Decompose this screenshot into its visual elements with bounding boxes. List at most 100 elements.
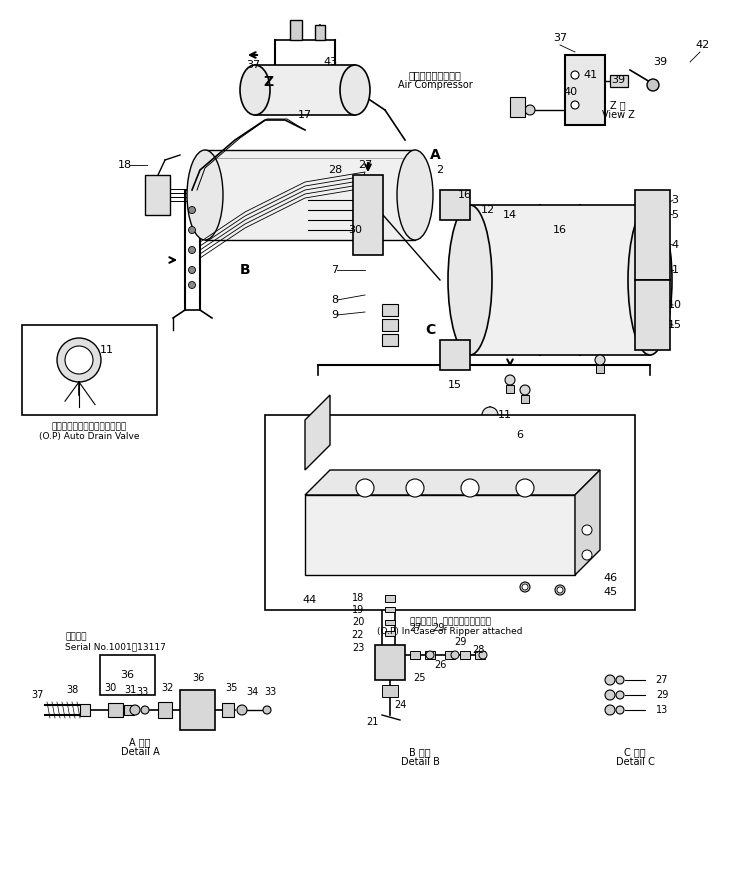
- Text: Detail A: Detail A: [121, 747, 159, 757]
- Circle shape: [189, 281, 195, 288]
- Polygon shape: [575, 470, 600, 575]
- Circle shape: [571, 101, 579, 109]
- Circle shape: [189, 226, 195, 233]
- Bar: [635, 190, 670, 280]
- Text: 16: 16: [458, 190, 472, 200]
- Text: 20: 20: [352, 617, 364, 627]
- Text: Z: Z: [263, 75, 273, 89]
- Bar: [385, 607, 395, 612]
- Bar: [385, 631, 395, 636]
- Circle shape: [516, 479, 534, 497]
- Bar: [470, 205, 650, 355]
- Text: 25: 25: [414, 673, 426, 683]
- Text: Detail C: Detail C: [616, 757, 654, 767]
- Bar: [124, 705, 134, 715]
- Text: 44: 44: [303, 595, 317, 605]
- Bar: [385, 620, 395, 625]
- Text: 26: 26: [434, 660, 446, 670]
- Circle shape: [65, 346, 93, 374]
- Bar: [460, 651, 470, 659]
- Bar: [265, 415, 635, 610]
- Text: A 詳細: A 詳細: [130, 737, 151, 747]
- Text: 2: 2: [437, 165, 443, 175]
- Bar: [180, 690, 215, 730]
- Circle shape: [141, 706, 149, 714]
- Ellipse shape: [240, 65, 270, 115]
- Circle shape: [582, 550, 592, 560]
- Text: 12: 12: [481, 205, 495, 215]
- Text: 19: 19: [352, 605, 364, 615]
- Text: 33: 33: [264, 687, 276, 697]
- Circle shape: [189, 267, 195, 274]
- Circle shape: [647, 79, 659, 91]
- Bar: [382, 304, 398, 316]
- Circle shape: [505, 375, 515, 385]
- Text: Detail B: Detail B: [400, 757, 440, 767]
- Text: 5: 5: [671, 210, 679, 220]
- Text: 14: 14: [503, 210, 517, 220]
- Bar: [382, 334, 398, 346]
- Text: 28: 28: [472, 645, 484, 655]
- Text: Air Compressor: Air Compressor: [397, 80, 472, 90]
- Circle shape: [263, 706, 271, 714]
- Text: 9: 9: [332, 310, 339, 320]
- Text: 4: 4: [671, 240, 679, 250]
- Bar: [290, 20, 302, 40]
- Bar: [315, 25, 325, 40]
- Text: 39: 39: [611, 75, 625, 85]
- Text: 30: 30: [104, 683, 116, 693]
- Bar: [353, 175, 383, 255]
- Text: Serial No.1001～13117: Serial No.1001～13117: [65, 642, 166, 651]
- Text: 1: 1: [671, 265, 679, 275]
- Text: 23: 23: [352, 643, 364, 653]
- Bar: [255, 65, 355, 115]
- Text: 17: 17: [298, 110, 312, 120]
- Text: 45: 45: [603, 587, 617, 597]
- Text: 41: 41: [583, 70, 597, 80]
- Text: 38: 38: [66, 685, 78, 695]
- Bar: [425, 651, 435, 659]
- Bar: [475, 651, 485, 659]
- Circle shape: [557, 587, 563, 593]
- Text: 39: 39: [653, 57, 667, 67]
- Circle shape: [426, 651, 434, 659]
- Text: 24: 24: [394, 700, 406, 710]
- Circle shape: [595, 355, 605, 365]
- Circle shape: [406, 479, 424, 497]
- Text: 29: 29: [656, 690, 668, 700]
- Text: 37: 37: [32, 690, 44, 700]
- Text: 3: 3: [671, 195, 679, 205]
- Text: 22: 22: [352, 630, 364, 640]
- Circle shape: [616, 706, 624, 714]
- Text: 35: 35: [226, 683, 238, 693]
- Circle shape: [605, 675, 615, 685]
- Text: 21: 21: [366, 717, 378, 727]
- Circle shape: [356, 479, 374, 497]
- Circle shape: [520, 385, 530, 395]
- Text: 37: 37: [246, 60, 260, 70]
- Circle shape: [451, 651, 459, 659]
- Bar: [510, 97, 525, 117]
- Circle shape: [189, 206, 195, 213]
- Circle shape: [522, 584, 528, 590]
- Text: オプションオートドレンバルブ: オプションオートドレンバルブ: [51, 422, 127, 432]
- Bar: [445, 651, 455, 659]
- Circle shape: [520, 582, 530, 592]
- Bar: [410, 651, 420, 659]
- Text: 27: 27: [656, 675, 668, 685]
- Text: C 詳細: C 詳細: [624, 747, 646, 757]
- Text: 18: 18: [352, 593, 364, 603]
- Circle shape: [482, 407, 498, 423]
- Text: 29: 29: [432, 623, 444, 633]
- Text: 適用号機: 適用号機: [65, 633, 87, 642]
- Text: 6: 6: [517, 430, 523, 440]
- Text: B 詳細: B 詳細: [409, 747, 431, 757]
- Text: (O.P) In Case of Ripper attached: (O.P) In Case of Ripper attached: [377, 628, 522, 636]
- Circle shape: [189, 246, 195, 253]
- Text: 27: 27: [358, 160, 372, 170]
- Text: 36: 36: [192, 673, 204, 683]
- Text: 15: 15: [668, 320, 682, 330]
- Bar: [521, 395, 529, 403]
- Text: C: C: [425, 323, 435, 337]
- Bar: [375, 645, 405, 680]
